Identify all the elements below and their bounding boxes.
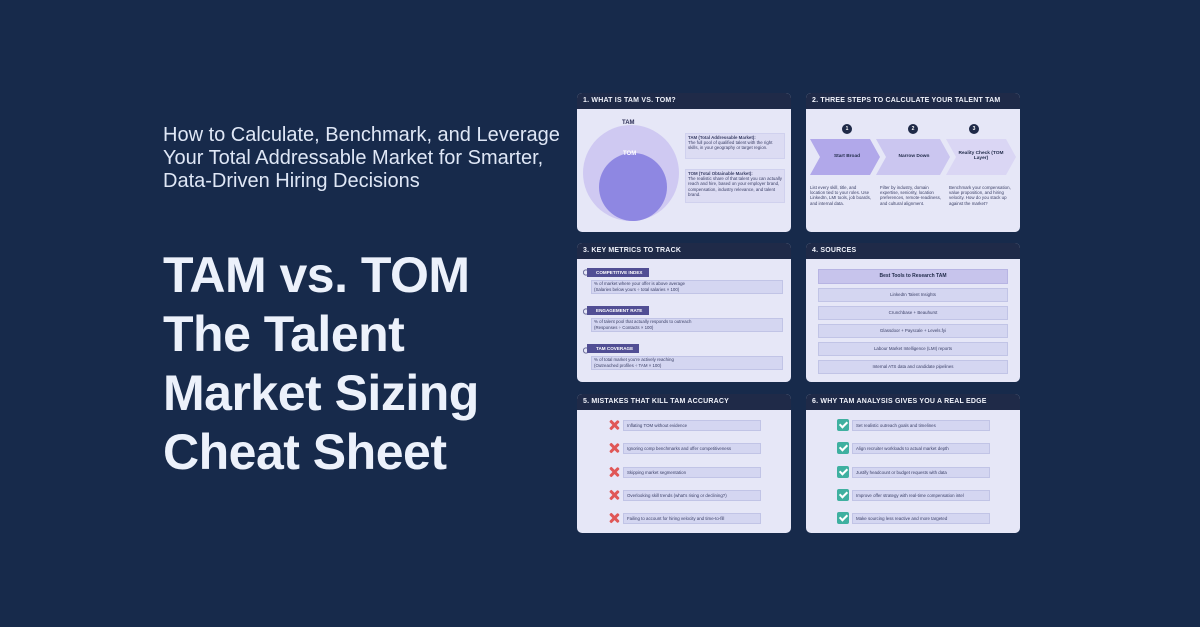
step-2-label: Narrow Down <box>898 154 930 159</box>
edge-item: Align recruiter workloads to actual mark… <box>852 443 990 454</box>
cross-icon <box>609 490 619 500</box>
step-3-number: 3 <box>969 124 979 134</box>
check-icon <box>837 466 849 478</box>
metric-formula: (Responses ÷ Contacts × 100) <box>594 325 654 330</box>
subtitle: How to Calculate, Benchmark, and Leverag… <box>163 124 560 192</box>
card-header: 4. SOURCES <box>806 243 1020 259</box>
sources-heading: Best Tools to Research TAM <box>818 269 1008 284</box>
step-1-number: 1 <box>842 124 852 134</box>
step-2-chevron <box>876 139 950 175</box>
metric-tag-tam-coverage: TAM COVERAGE <box>587 344 639 353</box>
edge-item: Make sourcing less reactive and more tar… <box>852 513 990 524</box>
step-2-desc: Filter by industry, domain expertise, se… <box>880 185 942 206</box>
step-1-label: Start Broad <box>833 154 861 159</box>
step-3-desc: Benchmark your compensation, value propo… <box>949 185 1011 206</box>
step-3-chevron <box>946 139 1016 175</box>
mistake-item: Skipping market segmentation <box>623 467 761 478</box>
mistake-item: Failing to account for hiring velocity a… <box>623 513 761 524</box>
metric-tag-competitive-index: COMPETITIVE INDEX <box>587 268 649 277</box>
tam-label: TAM <box>622 120 635 126</box>
check-icon <box>837 419 849 431</box>
metric-formula: (Salaries below yours ÷ total salaries ×… <box>594 287 680 292</box>
metric-box <box>591 356 783 370</box>
check-icon <box>837 442 849 454</box>
step-2-number: 2 <box>908 124 918 134</box>
card-three-steps: 2. THREE STEPS TO CALCULATE YOUR TALENT … <box>806 93 1020 232</box>
step-3-label: Reality Check (TOM Layer) <box>958 151 1004 161</box>
cross-icon <box>609 467 619 477</box>
check-icon <box>837 512 849 524</box>
source-item: Internal ATS data and candidate pipeline… <box>818 360 1008 374</box>
source-item: LinkedIn Talent Insights <box>818 288 1008 302</box>
source-item: Crunchbase + Beauhurst <box>818 306 1008 320</box>
metric-formula: (Outreached profiles ÷ TAM × 100) <box>594 363 662 368</box>
card-tam-vs-tom: 1. WHAT IS TAM VS. TOM? TAM TOM TAM (Tot… <box>577 93 791 232</box>
card-key-metrics: 3. KEY METRICS TO TRACK COMPETITIVE INDE… <box>577 243 791 382</box>
mistake-item: Overlooking skill trends (what's rising … <box>623 490 761 501</box>
source-item: Glassdoor + Payscale + Levels.fyi <box>818 324 1008 338</box>
step-1-chevron <box>810 139 880 175</box>
page-title: TAM vs. TOM The Talent Market Sizing Che… <box>163 247 479 480</box>
card-header: 6. WHY TAM ANALYSIS GIVES YOU A REAL EDG… <box>806 394 1020 410</box>
card-header: 2. THREE STEPS TO CALCULATE YOUR TALENT … <box>806 93 1020 109</box>
metric-line: % of talent pool that actually responds … <box>594 319 692 324</box>
metric-tag-engagement-rate: ENGAGEMENT RATE <box>587 306 649 315</box>
step-1-desc: List every skill, title, and location ti… <box>810 185 872 206</box>
card-header: 1. WHAT IS TAM VS. TOM? <box>577 93 791 109</box>
metric-box <box>591 318 783 332</box>
check-icon <box>837 489 849 501</box>
mistake-item: Ignoring comp benchmarks and offer compe… <box>623 443 761 454</box>
edge-item: Justify headcount or budget requests wit… <box>852 467 990 478</box>
cross-icon <box>609 443 619 453</box>
source-item: Labour Market Intelligence (LMI) reports <box>818 342 1008 356</box>
cross-icon <box>609 513 619 523</box>
mistake-item: Inflating TOM without evidence <box>623 420 761 431</box>
tam-definition: TAM (Total Addressable Market): The full… <box>685 133 785 159</box>
edge-item: Improve offer strategy with real-time co… <box>852 490 990 501</box>
card-header: 5. MISTAKES THAT KILL TAM ACCURACY <box>577 394 791 410</box>
tom-circle <box>599 153 667 221</box>
card-mistakes: 5. MISTAKES THAT KILL TAM ACCURACY Infla… <box>577 394 791 533</box>
metric-line: % of total market you're actively reachi… <box>594 357 674 362</box>
tom-label: TOM <box>623 151 637 157</box>
metric-line: % of market where your offer is above av… <box>594 281 685 286</box>
tam-tom-diagram <box>583 125 679 221</box>
metric-box <box>591 280 783 294</box>
tom-definition: TOM (Total Obtainable Market): The reali… <box>685 169 785 203</box>
cross-icon <box>609 420 619 430</box>
edge-item: Set realistic outreach goals and timelin… <box>852 420 990 431</box>
card-header: 3. KEY METRICS TO TRACK <box>577 243 791 259</box>
card-real-edge: 6. WHY TAM ANALYSIS GIVES YOU A REAL EDG… <box>806 394 1020 533</box>
card-sources: 4. SOURCES Best Tools to Research TAM Li… <box>806 243 1020 382</box>
steps-chevrons <box>810 139 1016 175</box>
